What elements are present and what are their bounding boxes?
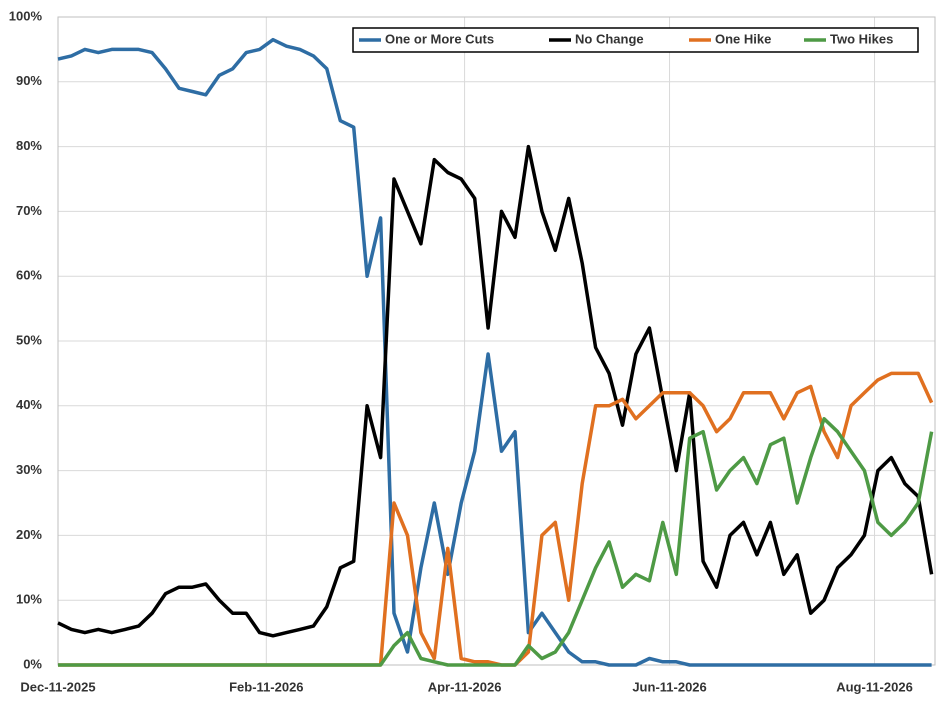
legend-label: One Hike bbox=[715, 31, 771, 46]
legend-label: No Change bbox=[575, 31, 644, 46]
legend-label: Two Hikes bbox=[830, 31, 893, 46]
y-tick-label: 40% bbox=[16, 397, 42, 412]
y-tick-label: 10% bbox=[16, 592, 42, 607]
y-tick-label: 0% bbox=[23, 656, 42, 671]
legend-label: One or More Cuts bbox=[385, 31, 494, 46]
x-tick-label: Aug-11-2026 bbox=[836, 679, 913, 694]
y-tick-label: 30% bbox=[16, 462, 42, 477]
y-tick-label: 50% bbox=[16, 332, 42, 347]
series-line bbox=[58, 417, 934, 667]
y-tick-label: 70% bbox=[16, 203, 42, 218]
series-line bbox=[57, 37, 932, 667]
series-line bbox=[57, 144, 934, 638]
x-tick-label: Jun-11-2026 bbox=[632, 679, 706, 694]
y-tick-label: 20% bbox=[16, 527, 42, 542]
x-tick-label: Apr-11-2026 bbox=[428, 679, 502, 694]
y-tick-label: 60% bbox=[16, 268, 42, 283]
series-line bbox=[58, 371, 934, 667]
y-tick-label: 100% bbox=[9, 8, 43, 23]
x-tick-label: Feb-11-2026 bbox=[229, 679, 303, 694]
y-tick-label: 90% bbox=[16, 73, 42, 88]
legend: One or More Cuts No Change One Hike Two Hik… bbox=[352, 27, 919, 53]
x-tick-label: Dec-11-2025 bbox=[20, 679, 95, 694]
y-tick-label: 80% bbox=[16, 138, 42, 153]
